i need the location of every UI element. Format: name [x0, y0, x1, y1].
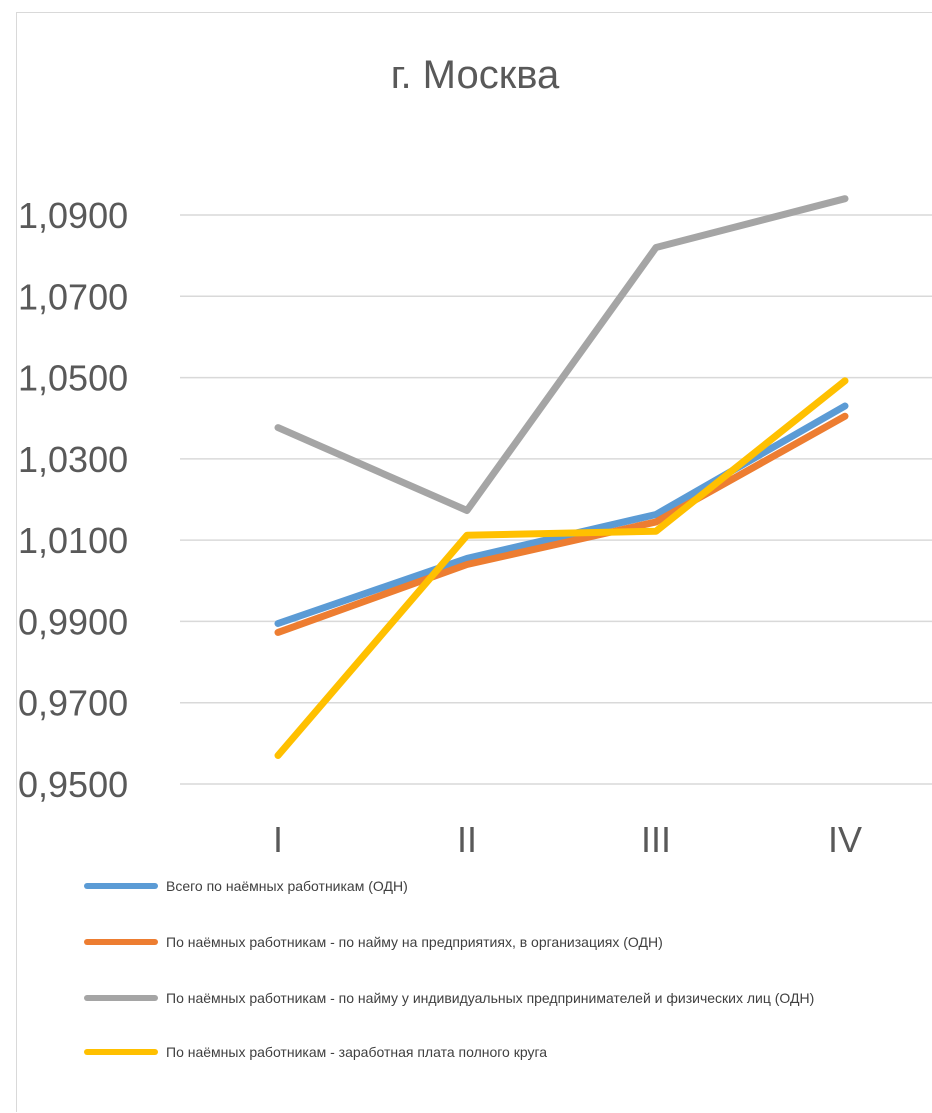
legend-swatch [84, 1049, 158, 1055]
y-tick-label: 1,0900 [18, 195, 128, 236]
line-chart: г. Москва 0,9500 0,9700 0,9900 1,0100 1,0300… [18, 53, 932, 860]
x-tick-label: IV [828, 819, 862, 860]
x-tick-label: III [641, 819, 671, 860]
legend-label: Всего по наёмных работникам (ОДН) [166, 878, 408, 894]
y-axis-ticks: 0,9500 0,9700 0,9900 1,0100 1,0300 1,0500 1,07… [18, 195, 128, 805]
x-tick-label: I [273, 819, 283, 860]
series-line-1 [274, 402, 849, 627]
legend-item-enterprises: По наёмных работникам - по найму на пред… [84, 932, 663, 952]
legend-item-full-wage: По наёмных работникам - заработная плата… [84, 1042, 547, 1062]
y-tick-label: 1,0100 [18, 520, 128, 561]
legend-label: По наёмных работникам - заработная плата… [166, 1044, 548, 1060]
series-line-2 [274, 412, 849, 636]
legend-swatch [84, 995, 158, 1001]
legend-label: По наёмных работникам - по найму у индив… [166, 990, 815, 1006]
y-tick-label: 0,9500 [18, 764, 128, 805]
legend-item-total: Всего по наёмных работникам (ОДН) [84, 876, 408, 896]
series-lines [274, 195, 849, 759]
legend-label: По наёмных работникам - по найму на пред… [166, 934, 663, 950]
y-tick-label: 0,9700 [18, 683, 128, 724]
gridlines [180, 214, 932, 785]
y-tick-label: 1,0700 [18, 276, 128, 317]
x-tick-label: II [457, 819, 477, 860]
y-tick-label: 1,0500 [18, 358, 128, 399]
series-line-3 [274, 195, 849, 514]
x-axis-ticks: I II III IV [273, 819, 862, 860]
y-tick-label: 0,9900 [18, 601, 128, 642]
legend-item-individuals: По наёмных работникам - по найму у индив… [84, 988, 814, 1008]
y-tick-label: 1,0300 [18, 439, 128, 480]
chart-title: г. Москва [391, 53, 560, 97]
legend-swatch [84, 939, 158, 945]
legend-swatch [84, 883, 158, 889]
series-line-4 [274, 377, 849, 759]
